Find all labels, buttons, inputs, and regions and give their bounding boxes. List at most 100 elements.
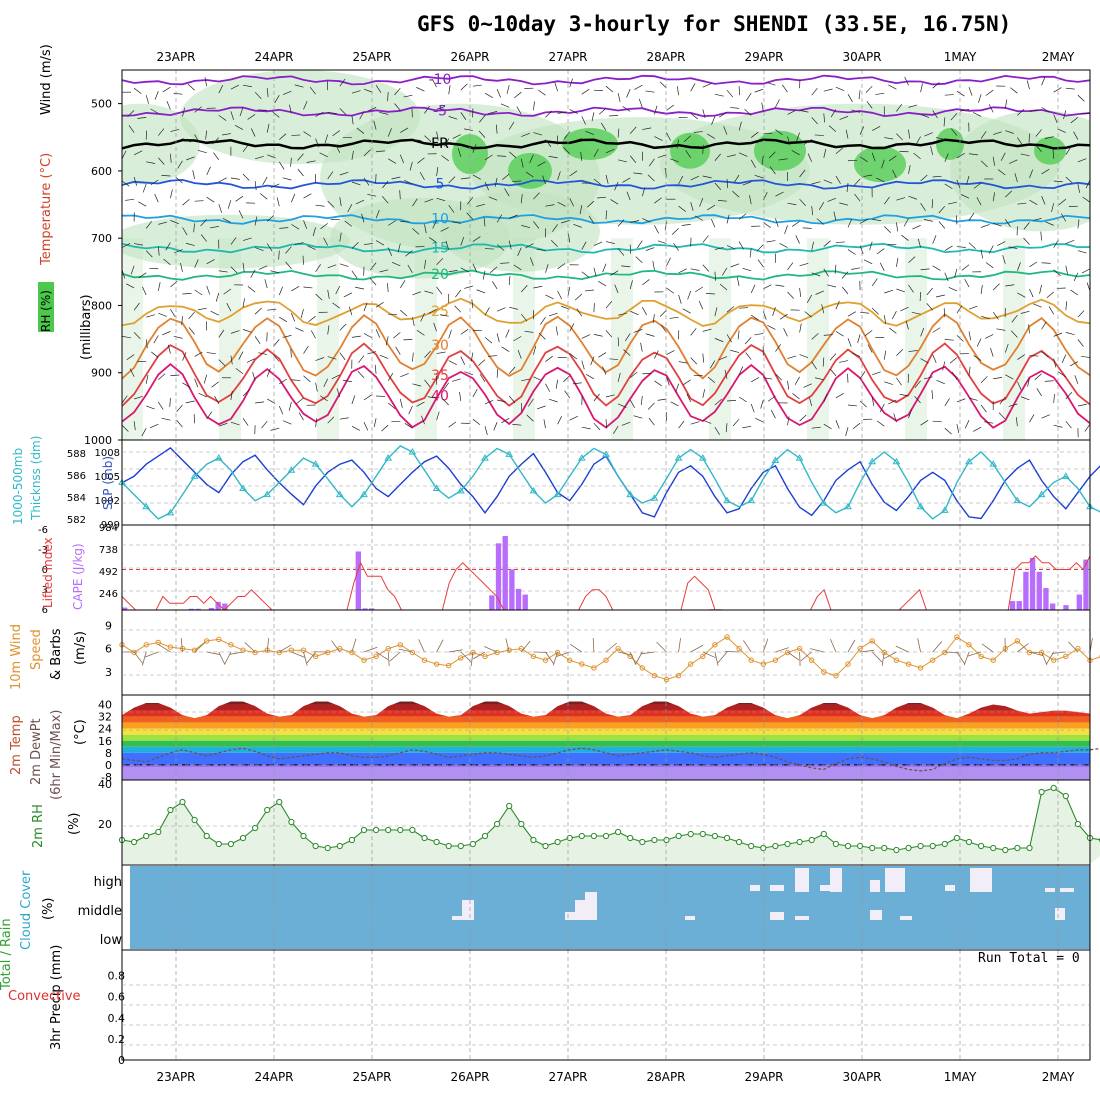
wind-barb <box>496 307 506 312</box>
wind-barb <box>552 224 558 232</box>
wind-barb <box>133 87 142 94</box>
wind-barb <box>702 175 712 179</box>
wind-barb <box>1063 110 1067 120</box>
wind-barb <box>200 234 207 242</box>
wind-barb <box>433 322 437 332</box>
wind10m-marker <box>591 665 597 671</box>
wind-barb <box>755 417 764 423</box>
wind-barb <box>1053 87 1062 93</box>
wind-barb <box>206 285 211 295</box>
cloud-cell <box>870 880 880 892</box>
rh-strong-blob <box>670 132 710 169</box>
wind-barb <box>521 225 531 229</box>
wind-barb <box>347 204 353 213</box>
wind-barb <box>1005 284 1015 287</box>
wind10m-marker <box>494 649 500 656</box>
wind-barb <box>327 416 335 424</box>
wind-barb <box>492 281 498 290</box>
wind-barb <box>212 137 220 145</box>
wind-barb <box>545 204 555 207</box>
wind-barb <box>799 198 806 207</box>
wind-barb <box>804 311 812 318</box>
wind-barb <box>1039 284 1042 294</box>
wind-barb <box>889 327 897 334</box>
wind-barb <box>905 320 909 330</box>
date-label-bottom: 29APR <box>744 1070 783 1084</box>
wind-barb <box>533 132 543 136</box>
wind-barb <box>823 113 825 123</box>
dewpoint-line <box>121 747 1100 772</box>
wind-barb <box>529 154 534 164</box>
wind-barb <box>1057 128 1066 133</box>
wind-barb <box>579 205 583 215</box>
wind-barb <box>1065 332 1075 336</box>
cloud-cell <box>795 868 809 892</box>
wind-barb <box>125 283 135 289</box>
rh2m-marker <box>784 840 791 848</box>
precip-tick: 0.4 <box>108 1012 126 1025</box>
cloud-level-label: middle <box>78 904 122 919</box>
temp-band <box>122 701 1090 705</box>
wind-barb <box>707 133 716 139</box>
wind-barb <box>932 110 938 119</box>
date-label-bottom: 30APR <box>842 1070 881 1084</box>
date-label-top: 28APR <box>646 50 685 64</box>
rh2m-marker <box>227 840 234 848</box>
rh2m-marker <box>554 838 561 846</box>
wind-barb <box>230 177 240 180</box>
wind-barb <box>738 121 742 131</box>
wind-barb <box>917 238 921 248</box>
wind-barb <box>726 89 734 98</box>
wind-barb <box>682 308 691 314</box>
rh2m-marker <box>602 832 610 840</box>
wind-barb <box>254 216 258 226</box>
wind-barb <box>633 415 643 419</box>
wind-barb <box>782 84 788 93</box>
slp-tick: 1002 <box>95 496 120 507</box>
wind-barb <box>289 104 292 114</box>
wind-barb <box>859 156 868 163</box>
wind-barb <box>170 308 176 317</box>
wind10m-barb <box>932 641 943 653</box>
wind10m-marker <box>542 657 549 663</box>
wind-barb <box>351 150 354 160</box>
wind-barb <box>375 209 380 219</box>
wind-barb <box>699 198 704 207</box>
date-label-bottom: 28APR <box>646 1070 685 1084</box>
wind-barb <box>300 309 304 318</box>
wind-barb <box>823 393 828 403</box>
wind-barb <box>146 161 156 164</box>
wind10m-barb <box>389 651 401 662</box>
wind-barb <box>1004 343 1009 353</box>
wind-barb <box>348 306 353 316</box>
wind-barb <box>976 338 982 347</box>
wind-barb <box>408 405 413 415</box>
wind-barb <box>908 409 912 419</box>
wind-barb <box>860 311 870 314</box>
wind-barb <box>215 292 220 302</box>
wind-barb <box>444 138 450 147</box>
wind-barb <box>678 294 682 304</box>
wind-barb <box>754 333 764 336</box>
wind-barb <box>545 264 549 273</box>
wind-barb <box>859 126 865 135</box>
wind-barb <box>920 268 930 271</box>
wind-barb <box>690 175 700 181</box>
wind-barb <box>472 236 481 242</box>
wind-barb <box>1017 292 1026 298</box>
wind-barb <box>888 155 897 162</box>
wind-barb <box>956 398 966 403</box>
pressure-tick-label: 700 <box>91 232 112 245</box>
wind-barb <box>452 378 461 382</box>
rh2m-marker <box>288 818 295 826</box>
wind-barb <box>436 351 446 354</box>
wind-barb <box>173 93 183 95</box>
wind-barb <box>218 84 224 94</box>
wind-barb <box>775 284 785 287</box>
wind10m-marker <box>506 647 512 653</box>
wind-barb <box>315 204 325 207</box>
wind-barb <box>218 329 225 338</box>
rh2m-marker <box>336 842 343 850</box>
wind-barb <box>859 371 866 379</box>
wind10m-marker <box>845 661 851 667</box>
